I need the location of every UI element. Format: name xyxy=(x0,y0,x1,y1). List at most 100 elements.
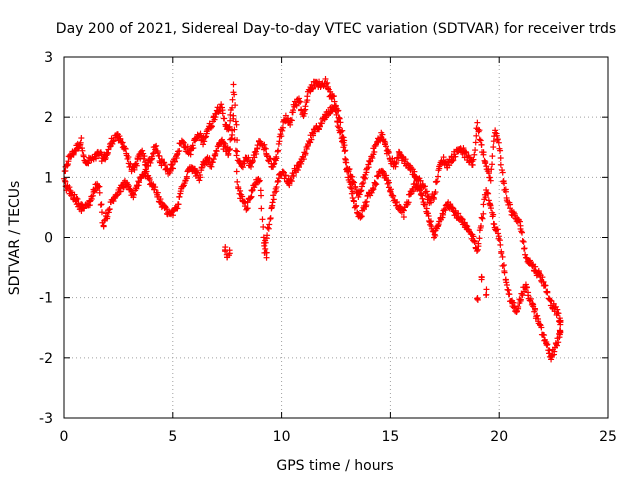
data-point xyxy=(385,179,392,186)
data-point xyxy=(557,321,564,328)
data-point xyxy=(503,279,510,286)
data-point xyxy=(197,174,204,181)
data-point xyxy=(441,206,448,213)
data-point xyxy=(157,199,164,206)
data-point xyxy=(183,173,190,180)
data-point xyxy=(202,134,209,141)
data-point xyxy=(304,93,311,100)
data-point xyxy=(482,158,489,165)
data-point xyxy=(427,221,434,228)
data-point xyxy=(313,79,320,86)
data-point xyxy=(393,159,400,166)
data-point xyxy=(130,191,137,198)
data-point xyxy=(480,149,487,156)
data-point xyxy=(495,230,502,237)
data-point xyxy=(232,147,239,154)
data-point xyxy=(472,147,479,154)
data-point xyxy=(257,187,264,194)
data-point xyxy=(521,288,528,295)
data-point xyxy=(275,177,282,184)
data-point xyxy=(77,139,84,146)
data-point xyxy=(415,181,422,188)
data-point xyxy=(475,240,482,247)
data-point xyxy=(471,237,478,244)
data-point xyxy=(133,162,140,169)
data-point xyxy=(308,136,315,143)
data-point xyxy=(341,148,348,155)
data-point xyxy=(105,146,112,153)
data-point xyxy=(490,211,497,218)
data-point xyxy=(226,146,233,153)
data-point xyxy=(322,75,329,82)
data-point xyxy=(543,342,550,349)
data-point xyxy=(309,129,316,136)
data-point xyxy=(488,166,495,173)
data-point xyxy=(555,310,562,317)
data-point xyxy=(534,312,541,319)
data-point xyxy=(184,143,191,150)
data-point xyxy=(69,150,76,157)
data-point xyxy=(365,164,372,171)
data-point xyxy=(288,178,295,185)
data-point xyxy=(436,165,443,172)
data-point xyxy=(80,153,87,160)
data-point xyxy=(358,213,365,220)
data-point xyxy=(455,210,462,217)
data-point xyxy=(400,214,407,221)
data-point xyxy=(370,186,377,193)
plot-frame xyxy=(63,56,609,419)
data-point xyxy=(179,183,186,190)
data-point xyxy=(213,148,220,155)
data-point xyxy=(231,136,238,143)
data-point xyxy=(251,154,258,161)
data-point xyxy=(156,152,163,159)
data-point xyxy=(477,223,484,230)
data-point xyxy=(143,168,150,175)
data-point xyxy=(100,223,107,230)
data-point xyxy=(264,232,271,239)
data-point xyxy=(483,286,490,293)
data-point xyxy=(166,169,173,176)
data-point xyxy=(337,129,344,136)
data-point xyxy=(327,88,334,95)
data-point xyxy=(487,174,494,181)
data-point xyxy=(446,162,453,169)
data-point xyxy=(382,139,389,146)
data-point xyxy=(357,188,364,195)
data-point xyxy=(519,229,526,236)
data-point xyxy=(114,192,121,199)
data-point xyxy=(373,181,380,188)
data-point xyxy=(279,127,286,134)
data-point xyxy=(233,121,240,128)
data-point xyxy=(237,187,244,194)
data-point xyxy=(102,210,109,217)
data-layer xyxy=(61,75,564,363)
data-point xyxy=(269,199,276,206)
data-point xyxy=(518,228,525,235)
data-point xyxy=(256,178,263,185)
data-point xyxy=(459,150,466,157)
data-point xyxy=(483,292,490,299)
data-point xyxy=(333,111,340,118)
data-point xyxy=(245,154,252,161)
data-point xyxy=(485,190,492,197)
data-point xyxy=(266,221,273,228)
data-point xyxy=(302,150,309,157)
data-point xyxy=(494,136,501,143)
data-point xyxy=(282,172,289,179)
data-point xyxy=(546,347,553,354)
data-point xyxy=(230,81,237,88)
data-point xyxy=(474,295,481,302)
data-point xyxy=(542,282,549,289)
data-point xyxy=(267,215,274,222)
data-point xyxy=(498,248,505,255)
data-point xyxy=(330,93,337,100)
data-point xyxy=(521,245,528,252)
data-point xyxy=(552,303,559,310)
data-point xyxy=(511,303,518,310)
data-point xyxy=(273,155,280,162)
data-point xyxy=(417,187,424,194)
x-tick-label: 25 xyxy=(599,429,617,445)
data-point xyxy=(136,179,143,186)
series-trace-3 xyxy=(221,239,490,303)
